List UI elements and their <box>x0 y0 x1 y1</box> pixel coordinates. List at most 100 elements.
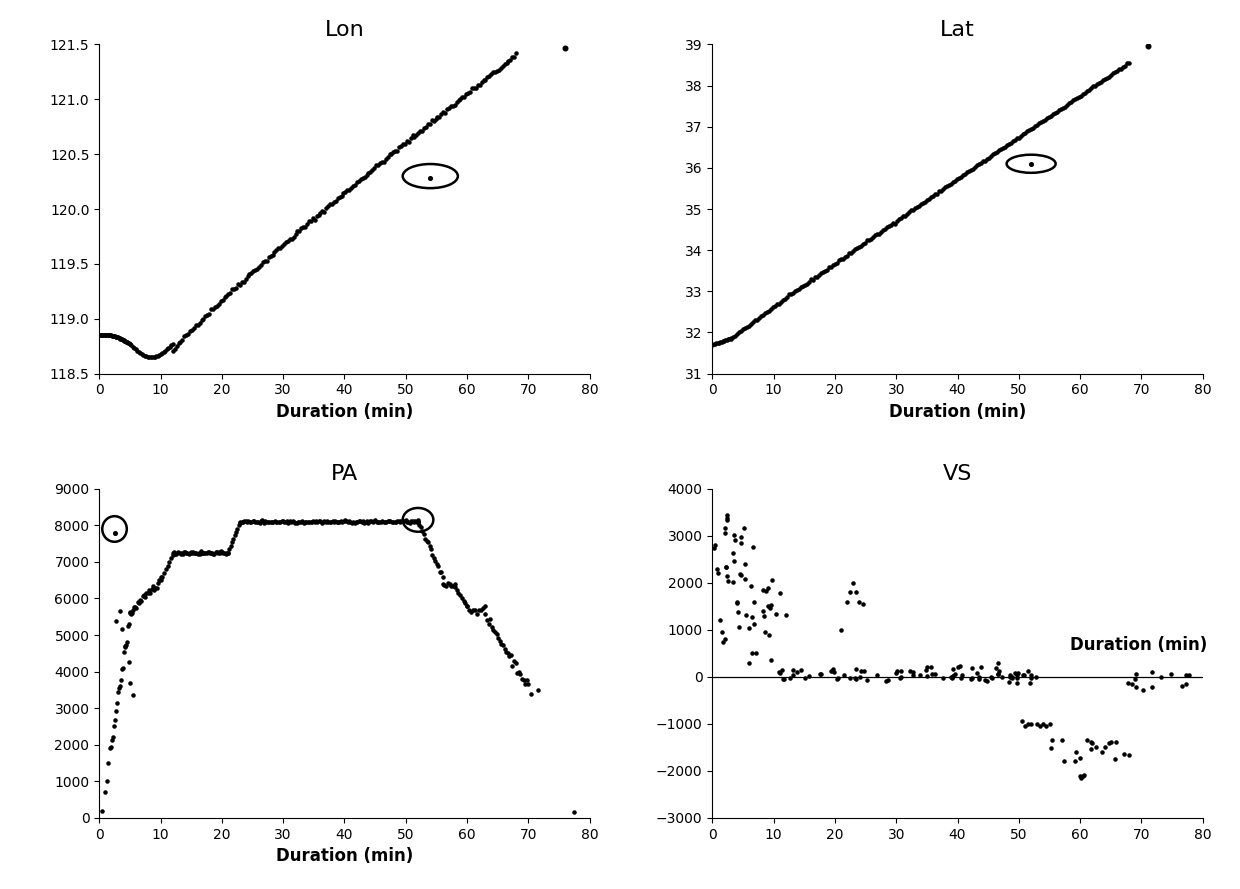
Point <box>128 344 148 358</box>
Point <box>112 332 131 346</box>
Point <box>100 328 120 342</box>
Point <box>474 601 494 615</box>
Point <box>756 584 776 598</box>
Point <box>900 663 920 677</box>
Point <box>471 75 491 89</box>
Point <box>770 666 790 680</box>
Point <box>925 667 945 681</box>
Point <box>1048 105 1068 119</box>
Point <box>756 305 776 319</box>
Point <box>487 64 507 78</box>
Point <box>755 306 775 320</box>
Point <box>732 530 751 544</box>
Point <box>1055 100 1075 114</box>
Point <box>213 293 233 308</box>
Point <box>392 514 412 528</box>
Point <box>397 515 417 529</box>
Point <box>351 172 371 187</box>
Point <box>184 545 203 559</box>
Point <box>954 168 973 182</box>
Point <box>993 140 1013 155</box>
Point <box>190 316 210 331</box>
Point <box>942 671 962 685</box>
Point <box>706 337 725 351</box>
Point <box>91 328 110 342</box>
Point <box>291 515 311 529</box>
Point <box>522 686 542 701</box>
Point <box>114 333 134 348</box>
Point <box>996 140 1016 154</box>
Point <box>986 661 1006 676</box>
Point <box>337 515 357 529</box>
Point <box>970 669 990 684</box>
Point <box>131 594 151 608</box>
Point <box>185 546 205 560</box>
Point <box>218 287 238 301</box>
Point <box>356 515 376 529</box>
Point <box>1043 107 1063 121</box>
Point <box>133 348 153 362</box>
Point <box>859 233 879 247</box>
Point <box>718 569 738 583</box>
Point <box>1007 677 1027 691</box>
Point <box>250 514 270 528</box>
Point <box>827 255 847 269</box>
Point <box>1030 719 1050 733</box>
Point <box>384 516 404 530</box>
Point <box>823 665 843 679</box>
Point <box>215 290 234 304</box>
Point <box>707 562 727 576</box>
Point <box>117 334 136 348</box>
Point <box>464 81 484 95</box>
Point <box>723 331 743 345</box>
Point <box>215 547 234 561</box>
Point <box>1003 134 1023 148</box>
Point <box>139 583 159 597</box>
Point <box>281 515 301 529</box>
Point <box>853 597 873 611</box>
Point <box>362 515 382 529</box>
Point <box>923 188 942 203</box>
Point <box>200 546 219 560</box>
Point <box>947 172 967 186</box>
Point <box>1061 95 1081 109</box>
Point <box>506 656 526 670</box>
Point <box>1074 767 1094 781</box>
Point <box>1009 131 1029 145</box>
Point <box>831 252 851 266</box>
Point <box>863 229 883 244</box>
Point <box>280 514 300 528</box>
Point <box>889 212 909 227</box>
Point <box>723 546 743 560</box>
Point <box>196 546 216 560</box>
Point <box>188 546 208 560</box>
Point <box>99 328 119 342</box>
Point <box>1013 668 1033 682</box>
Point <box>370 515 389 529</box>
Point <box>348 514 368 528</box>
Point <box>992 670 1012 685</box>
Point <box>175 329 195 343</box>
Point <box>139 350 159 364</box>
Point <box>739 656 759 670</box>
Point <box>728 596 748 610</box>
Point <box>877 220 897 235</box>
Point <box>311 517 331 531</box>
Point <box>107 330 126 344</box>
Point <box>203 301 223 316</box>
Point <box>782 285 802 300</box>
Point <box>164 544 184 558</box>
Point <box>210 545 229 559</box>
Point <box>148 576 167 590</box>
Point <box>278 234 298 248</box>
Point <box>728 605 748 619</box>
Point <box>1006 133 1025 148</box>
Point <box>879 219 899 233</box>
Point <box>480 68 500 83</box>
Point <box>723 574 743 589</box>
Point <box>126 600 146 614</box>
Point <box>486 628 506 642</box>
Point <box>821 260 841 274</box>
Point <box>795 670 815 685</box>
Point <box>445 581 465 595</box>
